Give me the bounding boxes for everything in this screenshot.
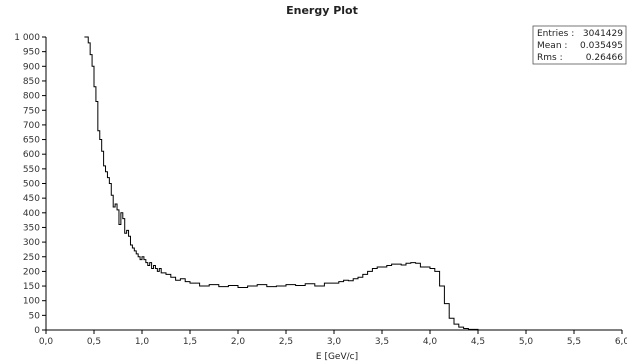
stats-box-border xyxy=(532,25,627,65)
x-tick-label: 1,0 xyxy=(135,337,150,347)
y-tick-label: 250 xyxy=(23,253,40,263)
stats-rms-label: Rms : xyxy=(537,53,563,63)
x-tick-label: 4,0 xyxy=(423,337,438,347)
x-tick-label: 5,0 xyxy=(519,337,534,347)
y-tick-label: 0 xyxy=(34,326,40,336)
stats-entries-label: Entries : xyxy=(537,29,574,39)
x-tick-label: 3,0 xyxy=(327,337,342,347)
y-tick-label: 700 xyxy=(23,121,40,131)
x-tick-label: 2,0 xyxy=(231,337,246,347)
y-tick-label: 450 xyxy=(23,194,40,204)
plot-area: 0,0 0,5 1,0 1,5 2,0 2,5 3,0 3,5 4,0 4,5 5,0 5,5 6,0 … xyxy=(14,33,627,347)
y-tick-label: 500 xyxy=(23,180,40,190)
x-tick-label: 0,0 xyxy=(39,337,54,347)
y-tick-label: 350 xyxy=(23,223,40,233)
y-tick-label: 950 xyxy=(23,48,40,58)
x-tick-label: 3,5 xyxy=(375,337,389,347)
y-tick-label: 400 xyxy=(23,209,40,219)
y-tick-label: 1 000 xyxy=(14,33,40,43)
y-tick-label: 100 xyxy=(23,297,40,307)
y-tick-label: 900 xyxy=(23,62,40,72)
y-ticks: 0 50 100 150 200 250 300 350 400 450 500 550 600 650 7… xyxy=(14,33,46,336)
chart-title: Energy Plot xyxy=(286,4,358,17)
y-tick-label: 200 xyxy=(23,267,40,277)
y-tick-label: 600 xyxy=(23,150,40,160)
y-tick-label: 50 xyxy=(29,311,41,321)
y-tick-label: 650 xyxy=(23,136,40,146)
x-axis-label: E [GeV/c] xyxy=(316,352,358,362)
histogram-line xyxy=(84,36,622,331)
x-tick-label: 6,0 xyxy=(615,337,627,347)
y-tick-label: 150 xyxy=(23,282,40,292)
x-tick-label: 4,5 xyxy=(471,337,485,347)
y-tick-label: 800 xyxy=(23,92,40,102)
y-tick-label: 300 xyxy=(23,238,40,248)
stats-entries-value: 3041429 xyxy=(583,29,623,39)
x-tick-label: 0,5 xyxy=(87,337,101,347)
x-tick-label: 1,5 xyxy=(183,337,197,347)
stats-rms-value: 0.26466 xyxy=(586,53,623,63)
stats-box: Entries : 3041429 Mean : 0.035495 Rms : … xyxy=(532,25,627,65)
stats-mean-label: Mean : xyxy=(537,41,567,51)
x-tick-label: 2,5 xyxy=(279,337,293,347)
y-tick-label: 550 xyxy=(23,165,40,175)
y-tick-label: 750 xyxy=(23,106,40,116)
x-tick-label: 5,5 xyxy=(567,337,581,347)
y-tick-label: 850 xyxy=(23,77,40,87)
x-ticks: 0,0 0,5 1,0 1,5 2,0 2,5 3,0 3,5 4,0 4,5 5,0 5,5 6,0 xyxy=(39,330,627,347)
stats-mean-value: 0.035495 xyxy=(580,41,623,51)
